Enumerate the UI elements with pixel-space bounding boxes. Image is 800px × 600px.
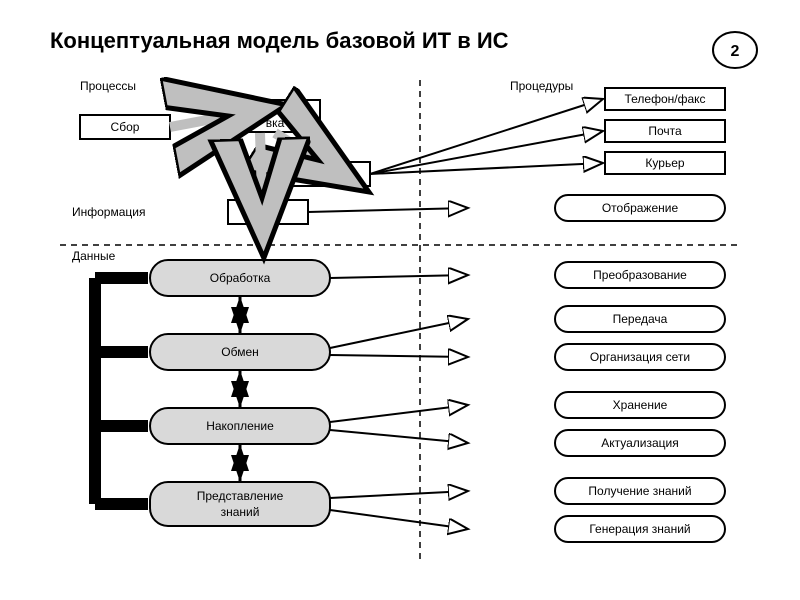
oval-orgseti: Организация сети bbox=[555, 344, 725, 370]
section-processes: Процессы bbox=[80, 79, 136, 93]
box-sbor: Сбор bbox=[80, 115, 170, 139]
section-procedures: Процедуры bbox=[510, 79, 573, 93]
oval-hranen: Хранение bbox=[555, 392, 725, 418]
svg-text:Подгото: Подгото bbox=[253, 102, 298, 116]
svg-text:Отображение: Отображение bbox=[602, 201, 679, 215]
svg-text:Передача: Передача bbox=[293, 167, 348, 181]
oval-preobr: Преобразование bbox=[555, 262, 725, 288]
svg-text:Представление: Представление bbox=[197, 489, 284, 503]
oval-otobr: Отображение bbox=[555, 195, 725, 221]
box-pered: Передача bbox=[270, 162, 370, 186]
svg-text:Обработка: Обработка bbox=[210, 271, 271, 285]
box-podg: Подготовка bbox=[230, 100, 320, 132]
node-nak: Накопление bbox=[150, 408, 330, 444]
section-data: Данные bbox=[72, 249, 116, 263]
svg-text:Актуализация: Актуализация bbox=[601, 436, 679, 450]
box-telefon: Телефон/факс bbox=[605, 88, 725, 110]
svg-text:Хранение: Хранение bbox=[613, 398, 668, 412]
arrow-podg-vvod bbox=[260, 133, 262, 198]
svg-text:2: 2 bbox=[731, 43, 740, 60]
svg-text:Сбор: Сбор bbox=[111, 120, 140, 134]
page-number: 2 bbox=[713, 32, 757, 68]
svg-text:Преобразование: Преобразование bbox=[593, 268, 687, 282]
oval-gener: Генерация знаний bbox=[555, 516, 725, 542]
node-obr: Обработка bbox=[150, 260, 330, 296]
box-pochta: Почта bbox=[605, 120, 725, 142]
oval-poluch: Получение знаний bbox=[555, 478, 725, 504]
oval-aktual: Актуализация bbox=[555, 430, 725, 456]
svg-text:Генерация знаний: Генерация знаний bbox=[589, 522, 690, 536]
svg-text:Организация сети: Организация сети bbox=[590, 350, 690, 364]
section-information: Информация bbox=[72, 205, 145, 219]
svg-text:Ввод: Ввод bbox=[254, 205, 282, 219]
svg-text:Обмен: Обмен bbox=[221, 345, 259, 359]
svg-text:Курьер: Курьер bbox=[645, 156, 684, 170]
oval-pered2: Передача bbox=[555, 306, 725, 332]
svg-text:Передача: Передача bbox=[613, 312, 668, 326]
svg-text:Телефон/факс: Телефон/факс bbox=[624, 92, 705, 106]
node-pred: Представление знаний bbox=[150, 482, 330, 526]
svg-text:вка: вка bbox=[266, 116, 285, 130]
node-obm: Обмен bbox=[150, 334, 330, 370]
box-kurier: Курьер bbox=[605, 152, 725, 174]
title: Концептуальная модель базовой ИТ в ИС bbox=[50, 28, 509, 53]
svg-text:знаний: знаний bbox=[221, 505, 260, 519]
svg-text:Накопление: Накопление bbox=[206, 419, 274, 433]
box-vvod: Ввод bbox=[228, 200, 308, 224]
svg-text:Почта: Почта bbox=[648, 124, 682, 138]
svg-text:Получение знаний: Получение знаний bbox=[588, 484, 691, 498]
